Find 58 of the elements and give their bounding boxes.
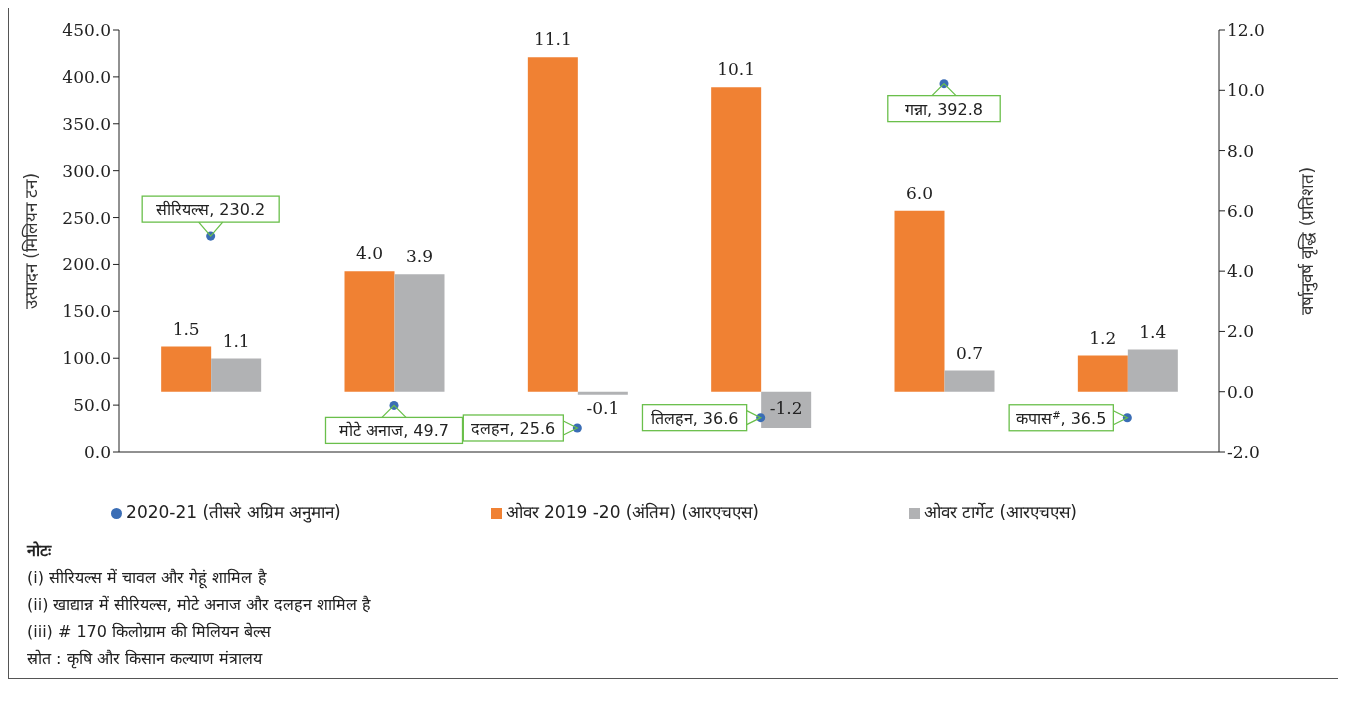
text: स्रोत : कृषि और किसान कल्याण मंत्रालय (27, 648, 264, 671)
y2-tick-label: 8.0 (1227, 140, 1255, 161)
bar (344, 271, 395, 392)
y-tick-label: 200.0 (62, 254, 111, 275)
y2-tick-label: 2.0 (1227, 321, 1255, 342)
text: (ii) खाद्यान्न में सीरियल्स, मोटे अनाज और दलहन शामिल है (27, 594, 373, 616)
bar (161, 346, 212, 392)
bar (711, 87, 762, 392)
data-label: तिलहन, 36.6 (650, 408, 739, 428)
text: (i) सीरियल्स में चावल और गेहूं शामिल है (27, 567, 268, 591)
data-label: गन्ना, 392.8 (905, 99, 983, 119)
y-tick-label: 100.0 (62, 348, 111, 369)
y-tick-label: 300.0 (62, 160, 111, 181)
bar (761, 391, 812, 428)
data-label: 11.1 (533, 29, 572, 50)
y-tick-label: 0.0 (83, 442, 111, 463)
bar (1077, 355, 1128, 392)
y-tick-label: 50.0 (73, 395, 111, 416)
data-label: 3.9 (405, 246, 434, 267)
y-tick-label: 350.0 (62, 113, 111, 134)
bar (894, 210, 945, 392)
legend-label: ओवर टार्गेट (आरएचएस) (923, 502, 1077, 522)
text: नोटः (27, 540, 53, 562)
data-label: 1.5 (172, 318, 200, 339)
bar (527, 57, 578, 392)
legend-label: 2020-21 (तीसरे अग्रिम अनुमान) (126, 502, 341, 522)
data-label: मोटे अनाज, 49.7 (339, 421, 449, 441)
text: (iii) # 170 किलोग्राम की मिलियन बेल्स (27, 621, 273, 643)
data-label: सीरियल्स, 230.2 (156, 200, 266, 220)
data-label: 1.4 (1139, 321, 1167, 342)
data-label: 4.0 (355, 243, 384, 264)
y-tick-label: 400.0 (62, 66, 111, 87)
y-tick-label: 250.0 (62, 207, 111, 228)
y2-tick-label: 0.0 (1227, 381, 1255, 402)
y-tick-label: 150.0 (62, 301, 111, 322)
legend-label: ओवर 2019 -20 (अंतिम) (आरएचएस) (505, 502, 759, 522)
data-label: 6.0 (905, 182, 934, 203)
data-label: -1.2 (769, 397, 803, 418)
data-label: -0.1 (586, 397, 620, 418)
y2-axis-title: वर्षानुवर्ष वृद्धि (प्रतिशत) (1297, 166, 1319, 316)
data-label: 1.1 (222, 330, 250, 351)
data-label: कपास$^{#}$, 36.5 (1016, 408, 1107, 428)
bar (1127, 349, 1178, 392)
y-axis-title: उत्पादन (मिलियन टन) (21, 172, 42, 310)
y2-tick-label: 4.0 (1227, 261, 1255, 282)
data-label: 0.7 (955, 342, 984, 363)
data-label: 10.1 (717, 59, 756, 80)
y2-tick-label: -2.0 (1227, 442, 1260, 463)
bar (944, 370, 995, 392)
data-label: दलहन, 25.6 (471, 418, 556, 438)
bar (577, 391, 628, 395)
bar (394, 274, 445, 392)
y2-tick-label: 12.0 (1227, 20, 1265, 41)
data-label: 1.2 (1089, 327, 1117, 348)
y-tick-label: 450.0 (62, 20, 111, 41)
y2-tick-label: 6.0 (1227, 200, 1255, 221)
bar (211, 358, 262, 392)
y2-tick-label: 10.0 (1227, 80, 1265, 101)
